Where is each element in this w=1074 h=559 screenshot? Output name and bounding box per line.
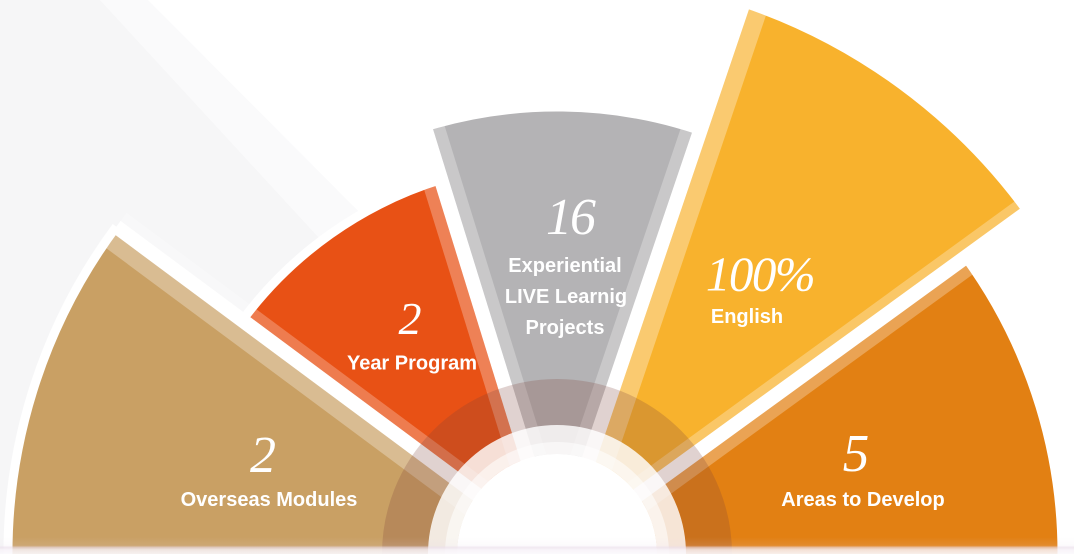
svg-text:2: 2 <box>250 427 276 484</box>
svg-text:2: 2 <box>399 293 422 344</box>
svg-text:100%: 100% <box>706 247 814 302</box>
svg-text:Areas to Develop: Areas to Develop <box>781 489 944 511</box>
svg-text:Year Program: Year Program <box>347 353 477 375</box>
svg-text:5: 5 <box>843 425 870 483</box>
svg-text:16: 16 <box>546 189 596 246</box>
svg-text:English: English <box>711 306 783 328</box>
svg-text:Projects: Projects <box>526 317 605 339</box>
svg-text:LIVE Learnig: LIVE Learnig <box>505 286 627 308</box>
svg-text:Experiential: Experiential <box>508 255 621 277</box>
svg-text:Overseas Modules: Overseas Modules <box>181 489 358 511</box>
